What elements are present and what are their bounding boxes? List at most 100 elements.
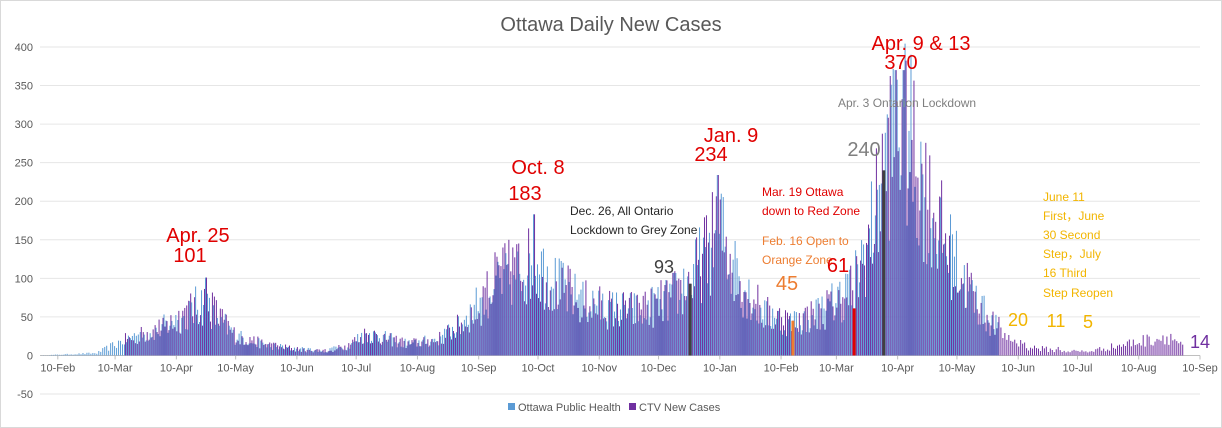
bar-ottawa-public-health — [179, 332, 181, 356]
bar-ottawa-public-health — [576, 299, 578, 356]
bar-ctv-new-cases — [862, 263, 864, 356]
bar-ctv-new-cases — [451, 339, 453, 356]
bar-ottawa-public-health — [88, 352, 90, 356]
bar-ottawa-public-health — [600, 319, 602, 356]
bar-ottawa-public-health — [977, 324, 979, 356]
bar-ctv-new-cases — [474, 319, 476, 356]
x-tick-label: 10-Jul — [341, 362, 371, 374]
bar-ottawa-public-health — [161, 324, 163, 356]
bar-ctv-new-cases — [1002, 338, 1004, 356]
bar-ottawa-public-health — [287, 346, 289, 356]
bar-ctv-new-cases — [1126, 341, 1128, 356]
bar-ottawa-public-health — [131, 335, 133, 356]
bar-ottawa-public-health — [84, 354, 86, 356]
bar-ctv-new-cases — [860, 260, 862, 356]
bar-ottawa-public-health — [78, 353, 80, 356]
bar-ctv-new-cases — [496, 256, 498, 356]
bar-ottawa-public-health — [378, 338, 380, 356]
bar-ctv-new-cases — [947, 264, 949, 356]
bar-ottawa-public-health — [428, 346, 430, 356]
bar-ctv-new-cases — [636, 294, 638, 356]
bar-ctv-new-cases — [124, 333, 126, 356]
bar-ctv-new-cases — [757, 284, 759, 356]
annotation-label: Dec. 26, All Ontario — [570, 204, 674, 218]
bar-ctv-new-cases — [287, 347, 289, 356]
bar-ottawa-public-health — [606, 321, 608, 356]
bar-ottawa-public-health — [232, 329, 234, 356]
bar-ctv-new-cases — [796, 328, 798, 356]
bar-ctv-new-cases — [640, 309, 642, 356]
bar-ctv-new-cases — [779, 308, 781, 356]
bar-ctv-new-cases — [966, 262, 968, 356]
bar-ottawa-public-health — [169, 325, 171, 356]
bar-ottawa-public-health — [110, 343, 112, 356]
bar-ctv-new-cases — [551, 310, 553, 356]
bar-ottawa-public-health — [165, 320, 167, 356]
bar-ottawa-public-health — [983, 295, 985, 356]
bar-ottawa-public-health — [679, 299, 681, 356]
bar-ottawa-public-health — [706, 283, 708, 356]
bar-ottawa-public-health — [675, 273, 677, 356]
bar-ottawa-public-health — [163, 314, 165, 356]
bar-ottawa-public-health — [659, 299, 661, 356]
bar-ottawa-public-health — [206, 293, 208, 356]
bar-ctv-new-cases — [767, 296, 769, 356]
bar-ctv-new-cases — [1174, 339, 1176, 356]
bar-ottawa-public-health — [372, 331, 374, 356]
bar-ottawa-public-health — [813, 325, 815, 356]
bar-ctv-new-cases — [267, 344, 269, 356]
bar-ctv-new-cases — [340, 346, 342, 356]
bar-ctv-new-cases — [775, 324, 777, 356]
bar-ottawa-public-health — [388, 335, 390, 356]
y-tick-label: 0 — [27, 350, 33, 362]
bar-ottawa-public-health — [728, 274, 730, 356]
bar-ctv-new-cases — [130, 340, 132, 356]
bar-ctv-new-cases — [526, 304, 528, 356]
bar-ctv-new-cases — [682, 314, 684, 356]
bar-ottawa-public-health — [795, 312, 797, 356]
bar-ctv-new-cases — [235, 342, 237, 356]
bar-ctv-new-cases — [666, 280, 668, 356]
bar-ottawa-public-health — [100, 351, 102, 356]
bar-ottawa-public-health — [959, 289, 961, 356]
bar-ottawa-public-health — [220, 317, 222, 356]
bar-ctv-new-cases — [514, 257, 516, 356]
bar-ctv-new-cases — [170, 315, 172, 356]
bar-ctv-new-cases — [176, 331, 178, 356]
bar-ctv-new-cases — [249, 337, 251, 356]
bar-ctv-new-cases — [931, 267, 933, 356]
bar-ottawa-public-health — [776, 318, 778, 356]
bar-ctv-new-cases — [555, 281, 557, 356]
bar-ctv-new-cases — [830, 291, 832, 356]
bar-ottawa-public-health — [531, 265, 533, 356]
bar-ottawa-public-health — [369, 333, 371, 356]
annotation-label: 30 Second — [1043, 228, 1100, 242]
bar-ctv-new-cases — [1118, 344, 1120, 356]
bar-ctv-new-cases — [978, 313, 980, 356]
bar-ottawa-public-health — [578, 294, 580, 356]
bar-ottawa-public-health — [770, 326, 772, 356]
bar-ottawa-public-health — [157, 334, 159, 356]
bar-ctv-new-cases — [1069, 352, 1071, 356]
bar-ctv-new-cases — [200, 315, 202, 356]
bar-ctv-new-cases — [1051, 349, 1053, 356]
bar-ottawa-public-health — [685, 300, 687, 356]
bar-ottawa-public-health — [121, 344, 123, 356]
bar-ctv-new-cases — [1122, 344, 1124, 356]
bar-ctv-new-cases — [221, 309, 223, 356]
bar-ctv-new-cases — [624, 300, 626, 356]
bar-ottawa-public-health — [495, 275, 497, 356]
bar-ottawa-public-health — [841, 322, 843, 356]
x-tick-label: 10-Apr — [160, 362, 193, 374]
bar-ottawa-public-health — [355, 341, 357, 356]
bar-ottawa-public-health — [592, 290, 594, 356]
bar-ottawa-public-health — [995, 314, 997, 356]
bar-ctv-new-cases — [1142, 335, 1144, 356]
bar-ottawa-public-health — [714, 230, 716, 356]
bar-ctv-new-cases — [597, 314, 599, 356]
bar-ottawa-public-health — [96, 353, 98, 356]
bar-ottawa-public-health — [780, 330, 782, 356]
bar-ottawa-public-health — [359, 342, 361, 356]
bar-ottawa-public-health — [177, 319, 179, 356]
bar-ctv-new-cases — [518, 243, 520, 356]
